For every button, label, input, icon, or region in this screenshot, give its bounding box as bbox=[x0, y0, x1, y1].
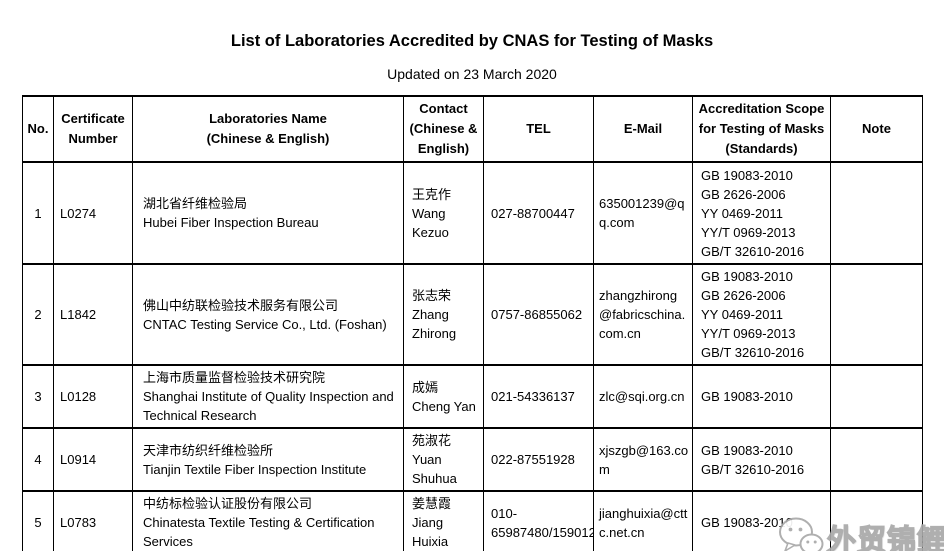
cell-tel: 021-54336137 bbox=[483, 364, 594, 429]
page-title: List of Laboratories Accredited by CNAS … bbox=[230, 32, 714, 50]
contact-name-chinese: 成嫣 bbox=[412, 379, 439, 395]
cell-email: zlc@sqi.org.cn bbox=[593, 364, 693, 429]
lab-name-english: Chinatesta Textile Testing & Certificati… bbox=[143, 515, 375, 549]
contact-name-chinese: 姜慧霞 bbox=[412, 496, 452, 511]
col-header-contact: Contact (Chinese & English) bbox=[403, 95, 484, 163]
cell-email: xjszgb@163.com bbox=[593, 427, 693, 492]
cell-contact: 姜慧霞 Jiang Huixia bbox=[403, 490, 484, 551]
cell-tel: 0757-86855062 bbox=[483, 263, 594, 366]
cell-no: 5 bbox=[22, 490, 54, 551]
cell-contact: 张志荣 Zhang Zhirong bbox=[403, 263, 484, 366]
table-header: No. Certificate Number Laboratories Name… bbox=[22, 95, 923, 163]
col-header-accreditation-scope: Accreditation Scope for Testing of Masks… bbox=[692, 95, 831, 163]
contact-name-english: Yuan Shuhua bbox=[412, 452, 457, 486]
cell-note bbox=[830, 263, 923, 366]
cell-no: 1 bbox=[22, 161, 54, 265]
cell-laboratory-name: 上海市质量监督检验技术研究院 Shanghai Institute of Qua… bbox=[132, 364, 404, 429]
lab-name-english: Shanghai Institute of Quality Inspection… bbox=[143, 389, 394, 423]
cell-laboratory-name: 天津市纺织纤维检验所 Tianjin Textile Fiber Inspect… bbox=[132, 427, 404, 492]
contact-name-chinese: 张志荣 bbox=[412, 288, 452, 303]
contact-name-english: Wang Kezuo bbox=[412, 205, 449, 240]
col-header-note: Note bbox=[830, 95, 923, 163]
cell-no: 4 bbox=[22, 427, 54, 492]
lab-name-english: Tianjin Textile Fiber Inspection Institu… bbox=[143, 461, 367, 477]
page-subtitle: Updated on 23 March 2020 bbox=[387, 66, 557, 82]
cell-tel: 027-88700447 bbox=[483, 161, 594, 265]
cell-tel: 010-65987480/15901288005 bbox=[483, 490, 594, 551]
table-row: 1 L0274 湖北省纤维检验局 Hubei Fiber Inspection … bbox=[22, 161, 923, 265]
lab-name-chinese: 天津市纺织纤维检验所 bbox=[143, 442, 274, 458]
table-row: 2 L1842 佛山中纺联检验技术服务有限公司 CNTAC Testing Se… bbox=[22, 263, 923, 366]
cell-contact: 王克作 Wang Kezuo bbox=[403, 161, 484, 265]
cell-email: jianghuixia@cttc.net.cn bbox=[593, 490, 693, 551]
lab-name-chinese: 佛山中纺联检验技术服务有限公司 bbox=[143, 297, 339, 313]
contact-name-chinese: 苑淑花 bbox=[412, 433, 452, 448]
table-row: 4 L0914 天津市纺织纤维检验所 Tianjin Textile Fiber… bbox=[22, 427, 923, 492]
cell-laboratory-name: 湖北省纤维检验局 Hubei Fiber Inspection Bureau bbox=[132, 161, 404, 265]
lab-name-chinese: 中纺标检验认证股份有限公司 bbox=[143, 496, 313, 511]
cell-note bbox=[830, 427, 923, 492]
cell-certificate-number: L0274 bbox=[53, 161, 133, 265]
cell-certificate-number: L1842 bbox=[53, 263, 133, 366]
cell-contact: 成嫣 Cheng Yan bbox=[403, 364, 484, 429]
cell-no: 3 bbox=[22, 364, 54, 429]
table-body: 1 L0274 湖北省纤维检验局 Hubei Fiber Inspection … bbox=[22, 161, 923, 551]
cell-contact: 苑淑花 Yuan Shuhua bbox=[403, 427, 484, 492]
cell-laboratory-name: 佛山中纺联检验技术服务有限公司 CNTAC Testing Service Co… bbox=[132, 263, 404, 366]
contact-name-chinese: 王克作 bbox=[412, 186, 452, 202]
cell-laboratory-name: 中纺标检验认证股份有限公司 Chinatesta Textile Testing… bbox=[132, 490, 404, 551]
cell-accreditation-scope: GB 19083-2010 bbox=[692, 490, 831, 551]
cell-note bbox=[830, 490, 923, 551]
cell-email: zhangzhirong@fabricschina.com.cn bbox=[593, 263, 693, 366]
col-header-laboratories-name: Laboratories Name (Chinese & English) bbox=[132, 95, 404, 163]
contact-name-english: Cheng Yan bbox=[412, 398, 476, 414]
cell-accreditation-scope: GB 19083-2010 GB/T 32610-2016 bbox=[692, 427, 831, 492]
cell-email: 635001239@qq.com bbox=[593, 161, 693, 265]
header-row: No. Certificate Number Laboratories Name… bbox=[22, 95, 923, 163]
col-header-no: No. bbox=[22, 95, 54, 163]
lab-name-chinese: 上海市质量监督检验技术研究院 bbox=[143, 370, 326, 385]
cell-certificate-number: L0914 bbox=[53, 427, 133, 492]
contact-name-english: Zhang Zhirong bbox=[412, 307, 457, 341]
contact-name-english: Jiang Huixia bbox=[412, 515, 449, 549]
cell-no: 2 bbox=[22, 263, 54, 366]
cell-note bbox=[830, 364, 923, 429]
cell-note bbox=[830, 161, 923, 265]
cell-accreditation-scope: GB 19083-2010 bbox=[692, 364, 831, 429]
col-header-email: E-Mail bbox=[593, 95, 693, 163]
cell-certificate-number: L0128 bbox=[53, 364, 133, 429]
lab-name-chinese: 湖北省纤维检验局 bbox=[143, 196, 248, 211]
col-header-tel: TEL bbox=[483, 95, 594, 163]
cell-certificate-number: L0783 bbox=[53, 490, 133, 551]
lab-name-english: CNTAC Testing Service Co., Ltd. (Foshan) bbox=[143, 316, 387, 332]
cell-accreditation-scope: GB 19083-2010 GB 2626-2006 YY 0469-2011 … bbox=[692, 263, 831, 366]
cell-tel: 022-87551928 bbox=[483, 427, 594, 492]
col-header-certificate-number: Certificate Number bbox=[53, 95, 133, 163]
cell-accreditation-scope: GB 19083-2010 GB 2626-2006 YY 0469-2011 … bbox=[692, 161, 831, 265]
table-row: 3 L0128 上海市质量监督检验技术研究院 Shanghai Institut… bbox=[22, 364, 923, 429]
lab-name-english: Hubei Fiber Inspection Bureau bbox=[143, 215, 319, 230]
table-row: 5 L0783 中纺标检验认证股份有限公司 Chinatesta Textile… bbox=[22, 490, 923, 551]
laboratories-table: No. Certificate Number Laboratories Name… bbox=[22, 95, 923, 551]
